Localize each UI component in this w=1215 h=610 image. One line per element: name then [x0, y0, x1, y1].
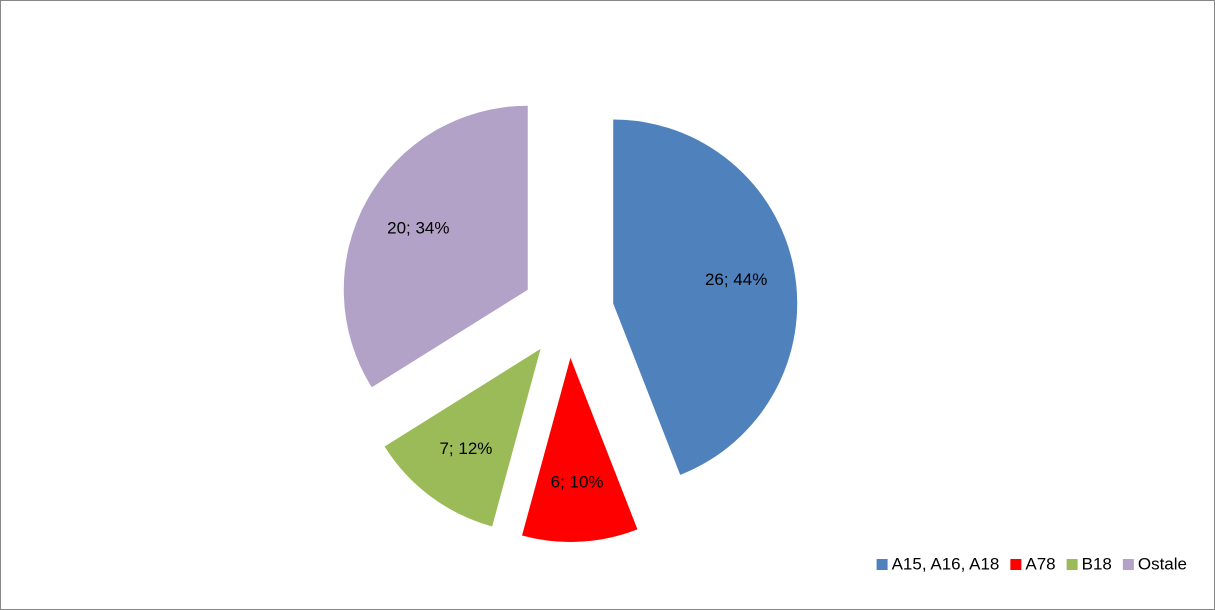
- pie-slice: [384, 348, 541, 527]
- legend-label: A78: [1025, 554, 1055, 573]
- legend-label: B18: [1082, 554, 1112, 573]
- legend-swatch: [1122, 559, 1134, 570]
- pie-slice: [343, 105, 528, 388]
- legend-swatch: [1066, 559, 1078, 570]
- legend-label: Ostale: [1138, 554, 1187, 573]
- data-label: 26; 44%: [705, 270, 767, 289]
- data-label: 7; 12%: [439, 439, 492, 458]
- legend-swatch: [1010, 559, 1022, 570]
- pie-slice: [522, 357, 638, 542]
- legend-label: A15, A16, A18: [892, 554, 1000, 573]
- data-label: 20; 34%: [387, 219, 449, 238]
- pie-slice: [613, 119, 798, 475]
- data-label: 6; 10%: [551, 472, 604, 491]
- legend-swatch: [876, 559, 888, 570]
